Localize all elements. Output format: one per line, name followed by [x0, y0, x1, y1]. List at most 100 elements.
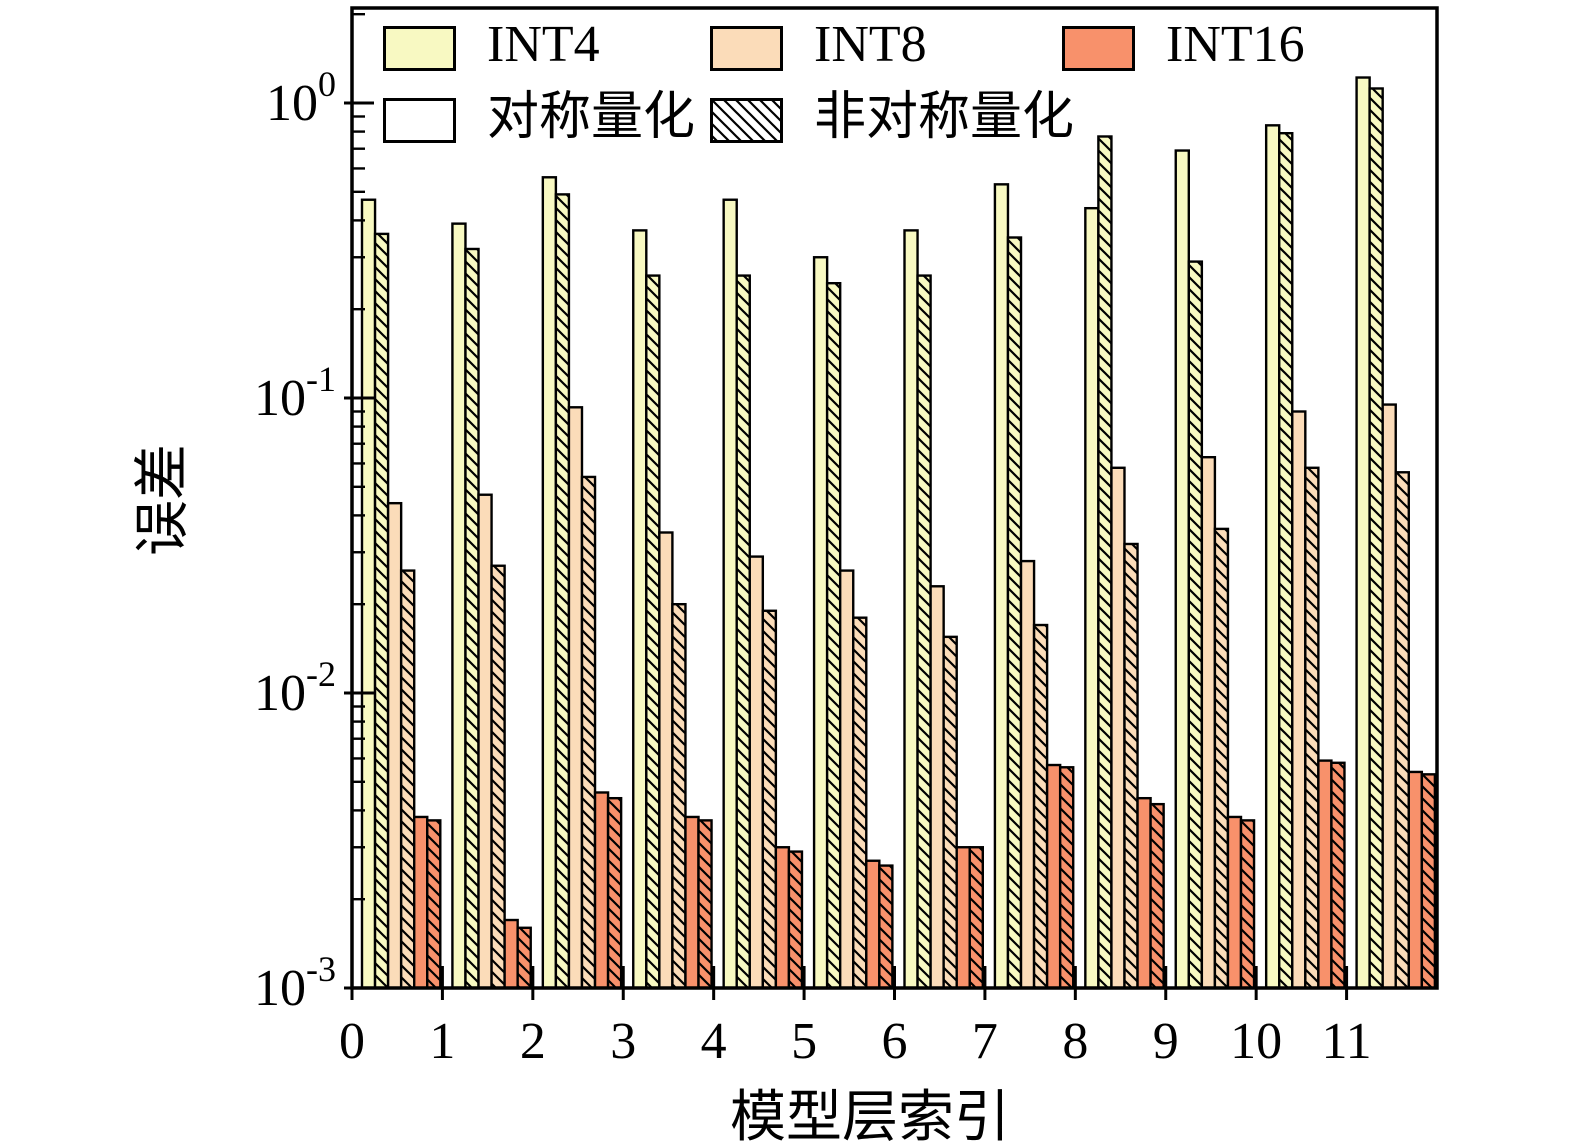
legend-label-int8: INT8: [814, 16, 927, 73]
y-tick-label: 10-3: [254, 949, 336, 1017]
bar-INT4-asym-layer4: [735, 274, 751, 990]
bar-INT16-asym-layer7: [1058, 766, 1075, 990]
bar-INT4-asym-layer8: [1097, 135, 1113, 990]
bar-INT4-asym-layer5: [825, 281, 842, 990]
hatch-pattern-swatch: [713, 101, 780, 140]
legend-swatch-symmetric: [383, 98, 456, 143]
bar-INT4-asym-layer10: [1278, 132, 1294, 990]
x-tick-label: 5: [791, 1013, 817, 1070]
bar-INT8-asym-layer5: [852, 616, 868, 990]
legend-swatch-int16: [1062, 26, 1135, 71]
bar-INT8-asym-layer7: [1032, 623, 1049, 990]
legend-swatch-int8: [710, 26, 783, 71]
bar-INT4-sym-layer7: [993, 183, 1010, 990]
bar-INT16-sym-layer5: [865, 859, 881, 990]
bar-INT4-asym-layer7: [1006, 236, 1023, 990]
bar-INT8-asym-layer0: [399, 569, 416, 990]
x-tick-label: 6: [882, 1013, 908, 1070]
x-tick-label: 4: [701, 1013, 727, 1070]
bar-INT4-asym-layer6: [916, 274, 932, 990]
y-tick-label: 100: [266, 64, 336, 132]
bar-INT8-sym-layer2: [567, 406, 584, 990]
x-tick-label: 1: [429, 1013, 455, 1070]
bar-INT4-asym-layer9: [1187, 260, 1204, 990]
bar-INT8-sym-layer10: [1291, 410, 1307, 990]
bar-INT16-sym-layer6: [955, 846, 971, 990]
bar-INT16-sym-layer11: [1407, 770, 1424, 990]
bar-INT16-sym-layer1: [503, 918, 519, 990]
bar-INT8-sym-layer11: [1381, 403, 1397, 990]
bar-INT16-sym-layer2: [593, 791, 610, 990]
legend-label-asymmetric: 非对称量化: [814, 89, 1075, 146]
bar-INT4-sym-layer6: [903, 229, 919, 990]
legend-label-symmetric: 对称量化: [487, 89, 696, 146]
bar-INT16-sym-layer0: [413, 815, 429, 990]
bar-INT4-sym-layer11: [1355, 76, 1371, 990]
legend-label-int4: INT4: [487, 16, 600, 73]
bar-INT8-sym-layer8: [1110, 466, 1126, 990]
bar-INT16-asym-layer10: [1330, 761, 1346, 990]
x-tick-label: 8: [1062, 1013, 1088, 1070]
bar-INT8-asym-layer10: [1304, 466, 1320, 990]
bar-INT8-sym-layer3: [658, 531, 674, 990]
bar-INT16-asym-layer2: [606, 796, 623, 990]
bar-INT16-asym-layer8: [1149, 802, 1165, 990]
bar-INT16-sym-layer4: [774, 846, 791, 990]
bar-INT4-sym-layer2: [541, 176, 558, 990]
bar-INT16-asym-layer5: [878, 864, 894, 990]
bar-INT8-sym-layer6: [929, 585, 945, 990]
bar-INT16-sym-layer9: [1226, 815, 1243, 990]
bar-INT8-sym-layer1: [477, 493, 493, 990]
bar-INT8-sym-layer9: [1200, 455, 1217, 990]
y-axis-title: 误差: [132, 444, 195, 556]
bar-INT8-asym-layer3: [671, 602, 687, 990]
x-tick-label: 10: [1230, 1013, 1282, 1070]
legend-label-int16: INT16: [1166, 16, 1305, 73]
bar-INT4-asym-layer2: [554, 193, 571, 990]
bar-INT16-asym-layer4: [787, 850, 804, 990]
bar-INT8-asym-layer11: [1394, 471, 1410, 990]
bar-INT16-sym-layer7: [1045, 763, 1062, 990]
legend-swatch-asymmetric: [710, 98, 783, 143]
bar-INT8-asym-layer4: [761, 609, 778, 990]
x-tick-label: 7: [972, 1013, 998, 1070]
y-tick-label: 10-2: [254, 654, 336, 722]
x-tick-label: 2: [520, 1013, 546, 1070]
x-tick-label: 0: [339, 1013, 365, 1070]
bar-INT16-sym-layer3: [684, 815, 700, 990]
x-tick-label: 11: [1322, 1013, 1372, 1070]
bar-INT8-asym-layer6: [942, 635, 958, 990]
bar-INT16-asym-layer3: [697, 819, 713, 990]
bar-INT4-sym-layer5: [812, 256, 829, 990]
bar-INT4-sym-layer10: [1264, 124, 1281, 990]
bar-INT16-sym-layer10: [1317, 759, 1333, 990]
x-tick-label: 9: [1153, 1013, 1179, 1070]
legend-swatch-int4: [383, 26, 456, 71]
bar-INT8-sym-layer0: [386, 501, 403, 990]
bar-INT4-asym-layer0: [373, 232, 390, 990]
bar-INT8-sym-layer4: [748, 555, 765, 990]
bar-INT8-asym-layer1: [490, 564, 506, 990]
bar-INT4-asym-layer11: [1368, 87, 1384, 990]
bar-INT16-asym-layer1: [516, 926, 532, 990]
x-axis-title: 模型层索引: [730, 1087, 1010, 1142]
bar-INT16-asym-layer0: [426, 819, 442, 990]
bar-INT4-sym-layer8: [1084, 206, 1100, 990]
bar-INT4-asym-layer3: [645, 274, 661, 990]
bar-INT4-asym-layer1: [464, 247, 480, 990]
bar-INT8-sym-layer5: [838, 569, 855, 990]
y-tick-label: 10-1: [254, 359, 336, 427]
bar-INT16-sym-layer8: [1136, 796, 1152, 990]
bar-INT8-sym-layer7: [1019, 559, 1036, 990]
bar-INT16-asym-layer6: [968, 846, 985, 990]
bar-INT4-sym-layer3: [632, 229, 648, 990]
plot-frame: [350, 6, 1439, 990]
bar-INT4-sym-layer4: [722, 198, 738, 990]
bar-INT4-sym-layer1: [451, 222, 467, 990]
bar-INT4-sym-layer0: [360, 198, 377, 990]
x-tick-label: 3: [610, 1013, 636, 1070]
bar-INT4-sym-layer9: [1174, 149, 1191, 990]
bar-INT8-asym-layer8: [1123, 542, 1139, 990]
